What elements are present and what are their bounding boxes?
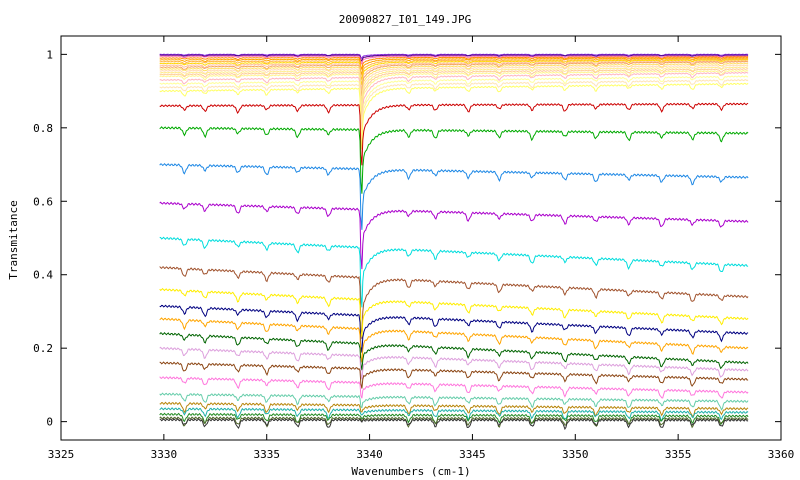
- series-group: [159, 53, 749, 431]
- x-tick-label: 3360: [768, 448, 795, 461]
- series-line: [159, 56, 749, 71]
- series-line: [159, 346, 749, 380]
- axis-ticks: 3325 3330 3335 3340 3345 3350 3355 3360 0 0.2 0.4 0…: [33, 36, 794, 461]
- series-line: [159, 68, 749, 119]
- series-line: [159, 64, 749, 107]
- series-line: [159, 79, 749, 143]
- series-line: [159, 60, 749, 97]
- chart-title: 20090827_I01_149.JPG: [339, 13, 471, 26]
- y-axis-label: Transmitance: [7, 200, 20, 279]
- y-tick-label: 0.6: [33, 195, 53, 208]
- series-line: [159, 392, 749, 411]
- y-tick-label: 0.8: [33, 122, 53, 135]
- series-line: [159, 332, 749, 371]
- y-tick-label: 0.4: [33, 269, 53, 282]
- y-tick-label: 0.2: [33, 342, 53, 355]
- y-tick-label: 0: [46, 416, 53, 429]
- series-line: [159, 75, 749, 139]
- series-line: [159, 82, 749, 150]
- series-line: [159, 304, 749, 353]
- series-line: [159, 407, 749, 422]
- series-line: [159, 236, 749, 308]
- plot-frame: [60, 35, 782, 441]
- series-line: [159, 58, 749, 80]
- series-line: [159, 102, 749, 166]
- x-axis-label: Wavenumbers (cm-1): [351, 465, 470, 478]
- x-tick-label: 3350: [562, 448, 589, 461]
- x-tick-label: 3335: [253, 448, 280, 461]
- x-tick-label: 3340: [356, 448, 383, 461]
- series-line: [159, 54, 749, 63]
- series-line: [159, 66, 749, 113]
- series-line: [159, 412, 749, 426]
- series-line: [159, 287, 749, 338]
- series-line: [159, 71, 749, 132]
- series-line: [159, 418, 749, 431]
- series-line: [159, 59, 749, 86]
- series-line: [159, 57, 749, 77]
- series-line: [159, 317, 749, 363]
- series-line: [159, 201, 749, 270]
- series-line: [159, 60, 749, 91]
- series-line: [159, 401, 749, 418]
- x-tick-label: 3345: [459, 448, 486, 461]
- series-line: [159, 361, 749, 389]
- series-line: [159, 126, 749, 194]
- series-line: [159, 55, 749, 66]
- series-line: [159, 69, 749, 125]
- y-tick-label: 1: [46, 48, 53, 61]
- x-tick-label: 3330: [151, 448, 178, 461]
- series-line: [159, 376, 749, 399]
- series-line: [159, 266, 749, 339]
- x-tick-label: 3325: [48, 448, 75, 461]
- series-line: [159, 416, 749, 429]
- x-tick-label: 3355: [665, 448, 692, 461]
- series-line: [159, 62, 749, 102]
- series-line: [159, 53, 749, 60]
- series-line: [159, 162, 749, 230]
